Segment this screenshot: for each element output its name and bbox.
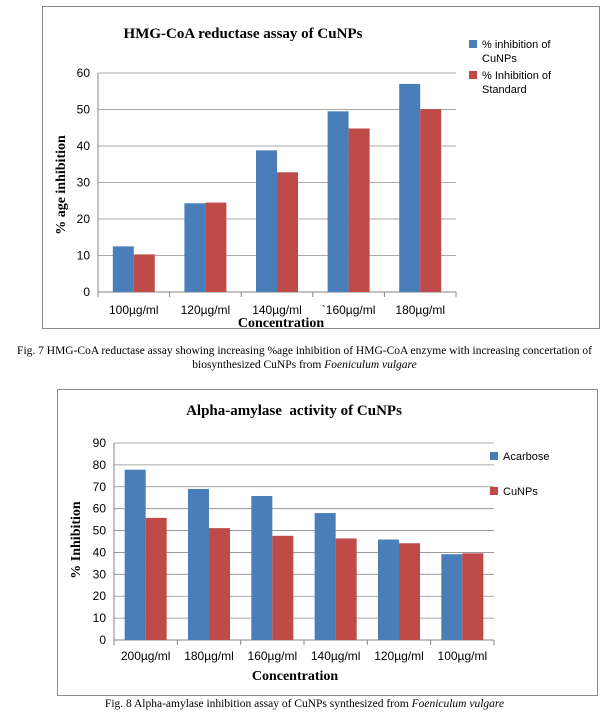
chart1-y-axis-label: % age inhibition xyxy=(54,135,69,235)
chart2-legend-swatch xyxy=(490,452,498,460)
chart1-y-tick-label: 10 xyxy=(77,249,91,263)
chart1-y-tick-label: 20 xyxy=(77,212,91,226)
figure-8-caption: Fig. 8 Alpha-amylase inhibition assay of… xyxy=(0,697,609,711)
chart2-bar-series1 xyxy=(188,488,209,640)
chart1-x-tick-label: 180µg/ml xyxy=(395,303,445,317)
alpha-amylase-chart: 0 10 20 30 40 50 60 70 80 90 200µg/ml 180µg/ml 160µg… xyxy=(57,389,598,696)
chart1-legend-label: % Inhibition of xyxy=(482,70,552,82)
chart2-x-tick-labels: 200µg/ml 180µg/ml 160µg/ml 140µg/ml 120µg/ml… xyxy=(121,649,487,663)
chart2-bar-series2 xyxy=(462,553,484,640)
chart2-y-tick-label: 10 xyxy=(93,611,107,625)
figure-8-caption-text: Fig. 8 Alpha-amylase inhibition assay of… xyxy=(104,698,412,710)
figure-7-caption: Fig. 7 HMG-CoA reductase assay showing i… xyxy=(0,344,609,372)
chart2-y-tick-label: 80 xyxy=(93,458,107,472)
chart2-legend-swatch xyxy=(490,487,498,495)
chart2-bar-series2 xyxy=(335,538,357,640)
chart1-y-tick-label: 50 xyxy=(77,103,91,117)
chart2-x-tick-label: 120µg/ml xyxy=(374,649,424,663)
chart2-y-tick-label: 70 xyxy=(93,480,107,494)
chart2-bar-series2 xyxy=(272,535,294,640)
chart1-bar-series1 xyxy=(327,111,349,292)
chart2-y-tick-label: 50 xyxy=(93,524,107,538)
chart1-bar-series2 xyxy=(277,172,298,292)
chart1-x-tick-label: `160µg/ml xyxy=(322,303,376,317)
chart2-y-tick-label: 0 xyxy=(99,633,106,647)
chart1-y-tick-label: 40 xyxy=(77,139,91,153)
chart2-y-tick-label: 30 xyxy=(93,567,107,581)
chart2-y-tick-label: 90 xyxy=(93,436,107,450)
chart2-x-tick-label: 160µg/ml xyxy=(248,649,298,663)
chart1-title: HMG-CoA reductase assay of CuNPs xyxy=(124,26,363,42)
chart1-legend-label: Standard xyxy=(482,84,527,96)
chart2-bar-series1 xyxy=(124,469,146,640)
chart2-title: Alpha-amylase activity of CuNPs xyxy=(186,403,402,419)
chart2-legend: Acarbose CuNPs xyxy=(490,451,549,498)
chart2-bar-series2 xyxy=(145,517,167,640)
chart1-y-tick-label: 60 xyxy=(77,66,91,80)
chart2-legend-label: CuNPs xyxy=(503,486,538,498)
chart2-x-tick-label: 180µg/ml xyxy=(184,649,234,663)
chart2-bar-series1 xyxy=(378,539,399,640)
chart2-bar-series1 xyxy=(251,495,273,640)
chart2-bar-series1 xyxy=(314,513,336,640)
figure-7-caption-species: Foeniculum vulgare xyxy=(324,359,417,371)
chart1-bar-series2 xyxy=(205,202,227,292)
chart1-x-tick-label: 100µg/ml xyxy=(109,303,159,317)
chart1-bar-series1 xyxy=(112,246,134,292)
figure-7-caption-text: Fig. 7 HMG-CoA reductase assay showing i… xyxy=(17,345,592,371)
chart1-bar-series1 xyxy=(184,203,206,292)
chart2-x-axis-label: Concentration xyxy=(252,669,339,684)
chart2-bar-series1 xyxy=(441,554,463,640)
chart2-x-tick-label: 100µg/ml xyxy=(438,649,488,663)
chart2-y-tick-labels: 0 10 20 30 40 50 60 70 80 90 xyxy=(93,436,107,647)
chart2-gridlines xyxy=(114,442,494,619)
hmg-coa-chart-svg: 0 10 20 30 40 50 60 100µg/ml 120µg/ml 140µg/ml `16… xyxy=(54,26,552,328)
hmg-coa-chart: 0 10 20 30 40 50 60 100µg/ml 120µg/ml 140µg/ml `16… xyxy=(42,6,600,329)
chart2-y-tick-label: 60 xyxy=(93,502,107,516)
chart2-x-tick-label: 140µg/ml xyxy=(311,649,361,663)
chart1-bar-series2 xyxy=(133,254,155,292)
chart1-x-tick-label: 120µg/ml xyxy=(181,303,231,317)
chart2-bars xyxy=(124,469,484,640)
chart1-bar-series2 xyxy=(420,109,442,292)
chart2-x-tick-label: 200µg/ml xyxy=(121,649,171,663)
alpha-amylase-chart-svg: 0 10 20 30 40 50 60 70 80 90 200µg/ml 180µg/ml 160µg… xyxy=(69,403,549,684)
chart1-legend-swatch xyxy=(469,40,477,48)
chart1-y-tick-label: 0 xyxy=(83,285,90,299)
chart1-bar-series1 xyxy=(399,83,421,292)
chart1-bars xyxy=(112,83,442,292)
chart1-legend-swatch xyxy=(469,71,477,79)
chart2-y-tick-label: 20 xyxy=(93,589,107,603)
chart1-legend: % inhibition of CuNPs % Inhibition of Stand… xyxy=(469,39,552,96)
chart2-bar-series2 xyxy=(399,543,420,640)
chart1-y-tick-label: 30 xyxy=(77,176,91,190)
chart1-legend-label: CuNPs xyxy=(482,53,517,65)
chart1-y-tick-labels: 0 10 20 30 40 50 60 xyxy=(77,66,91,299)
chart1-x-tick-label: 140µg/ml xyxy=(252,303,302,317)
chart1-x-axis-label: Concentration xyxy=(238,316,325,328)
figure-8-caption-species: Foeniculum vulgare xyxy=(411,698,505,710)
chart1-bar-series1 xyxy=(256,150,277,292)
chart1-bar-series2 xyxy=(348,128,370,292)
chart2-y-tick-label: 40 xyxy=(93,545,107,559)
chart2-bar-series2 xyxy=(209,528,230,640)
chart1-x-tick-labels: 100µg/ml 120µg/ml 140µg/ml `160µg/ml 180µg/m… xyxy=(109,303,445,317)
chart2-legend-label: Acarbose xyxy=(503,451,549,463)
chart1-legend-label: % inhibition of xyxy=(482,39,551,51)
chart2-y-axis-label: % Inhibition xyxy=(69,501,84,579)
